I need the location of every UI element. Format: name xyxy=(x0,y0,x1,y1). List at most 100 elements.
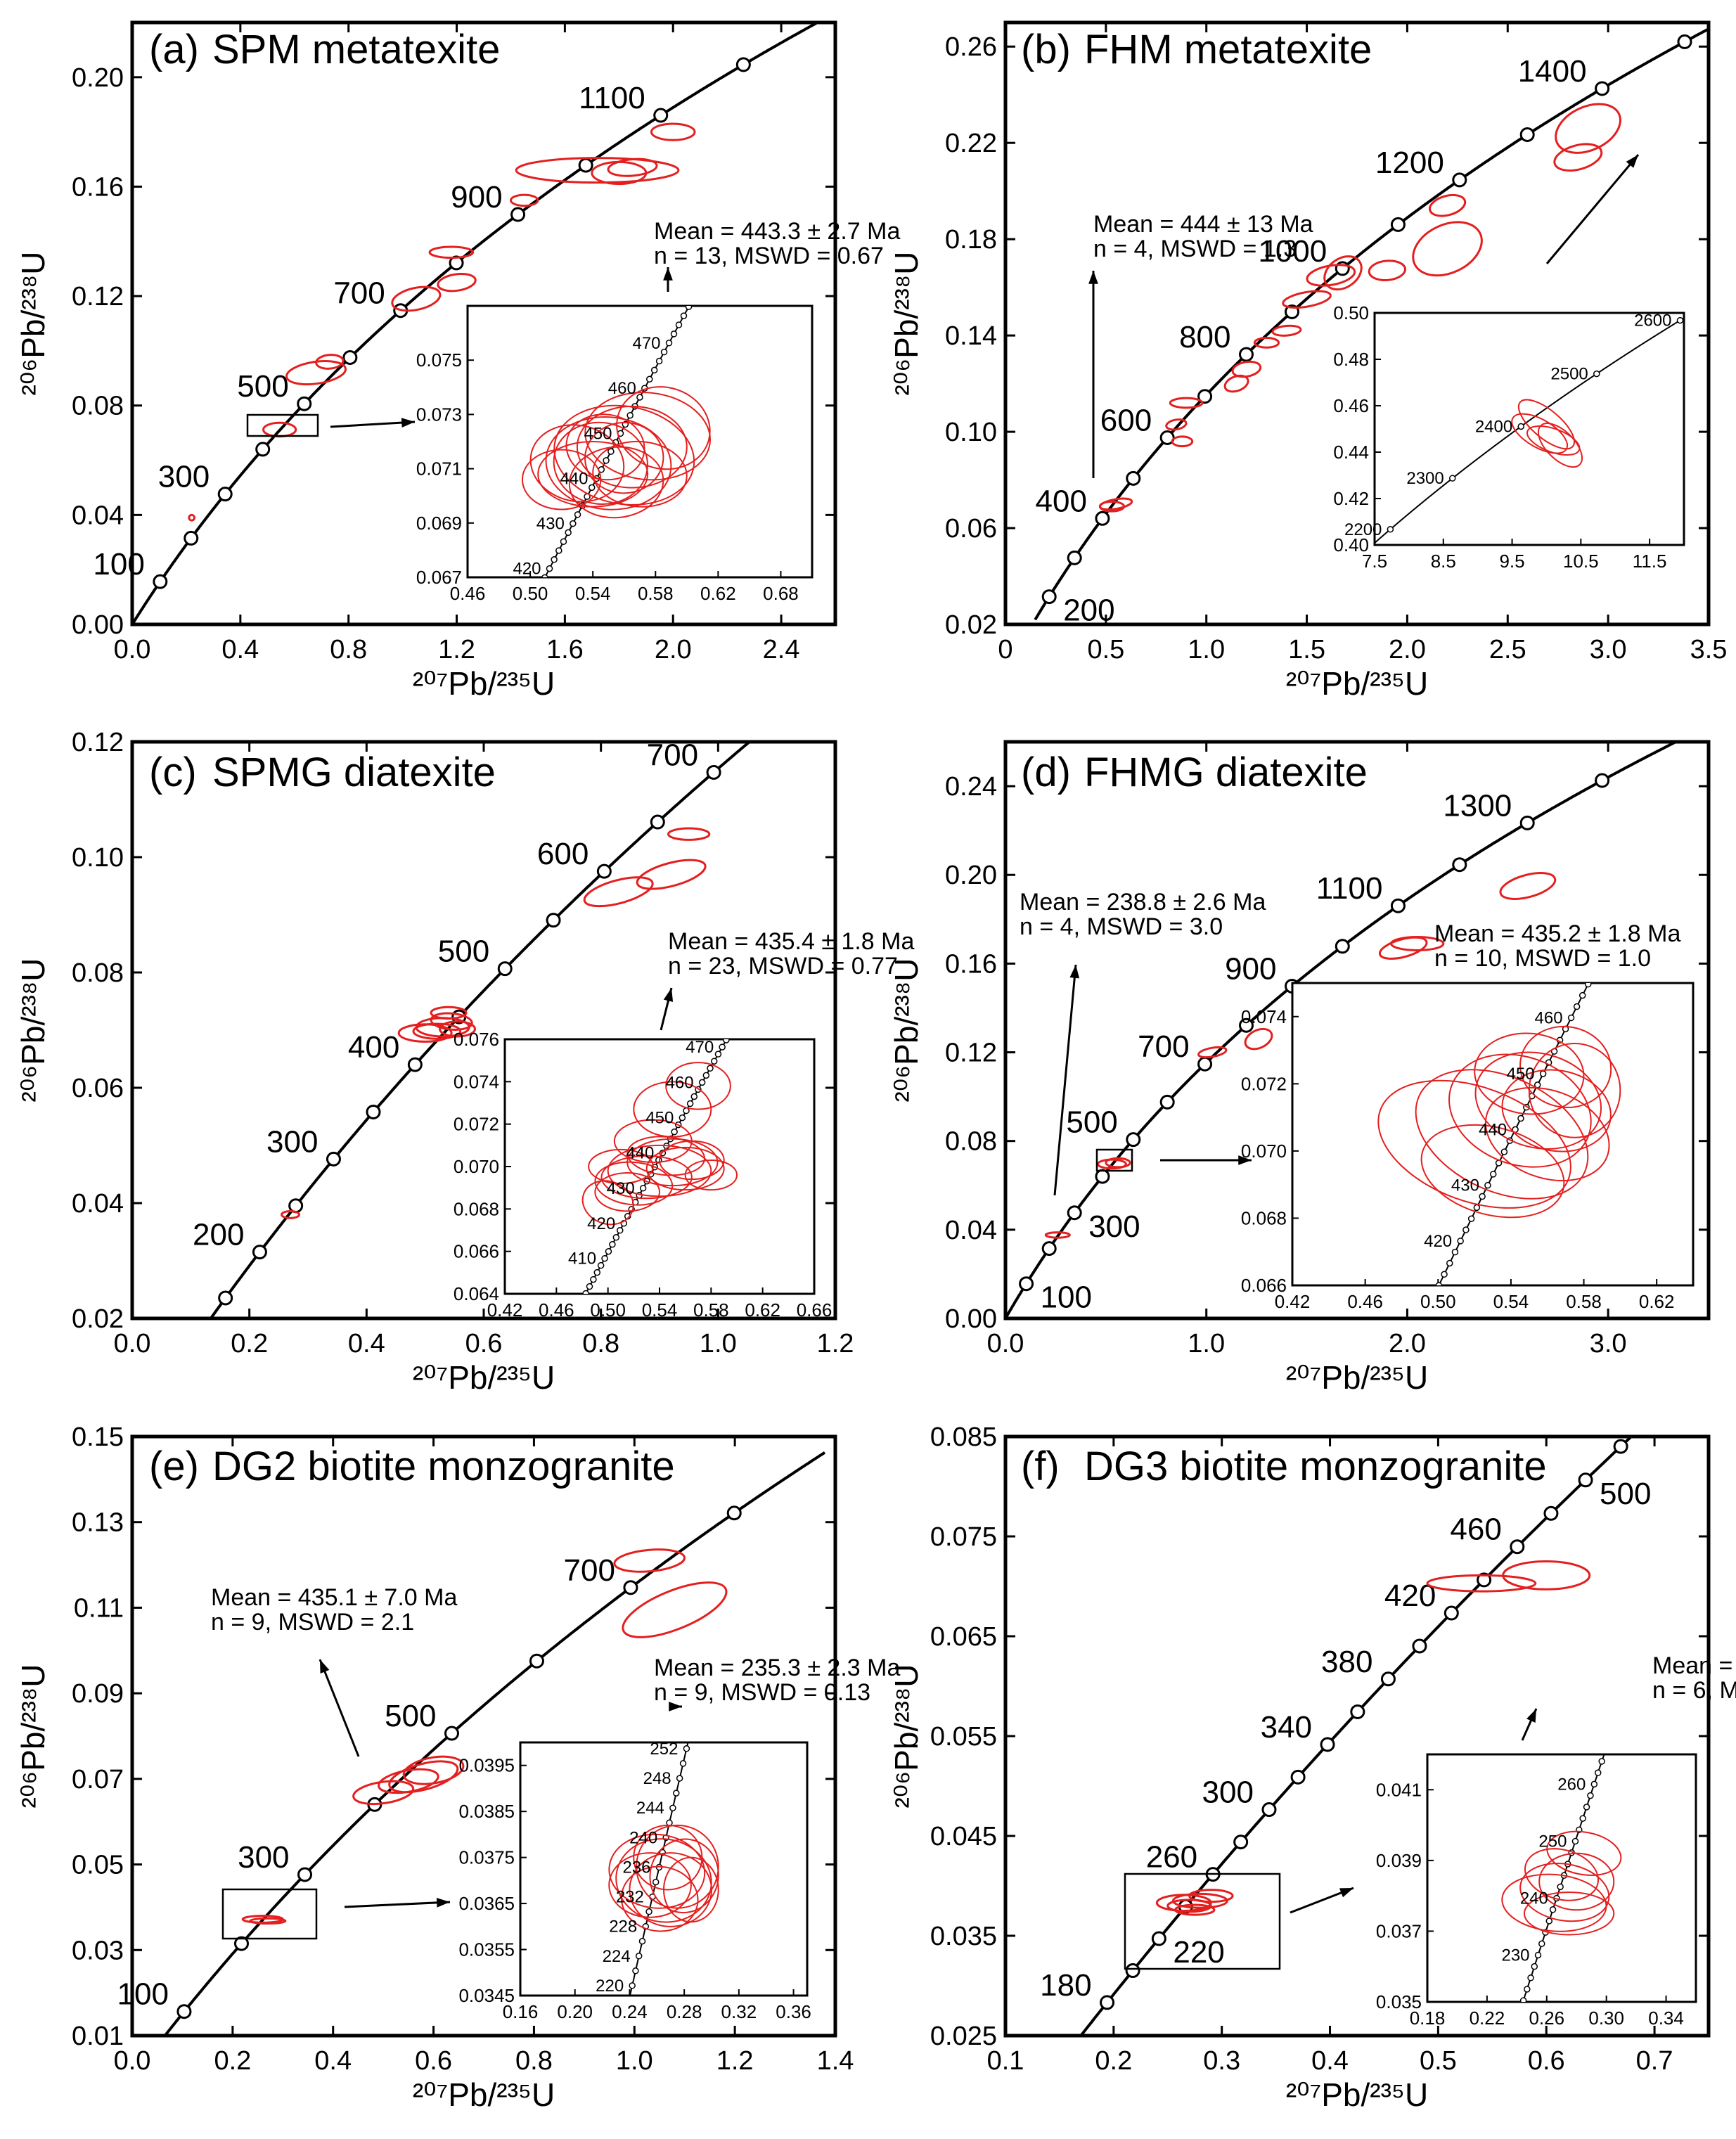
age-label: 800 xyxy=(1179,320,1230,354)
age-label: 900 xyxy=(451,180,502,214)
error-ellipse xyxy=(1271,324,1302,337)
x-tick-label: 0.0 xyxy=(114,2046,151,2076)
error-ellipse xyxy=(1555,103,1621,154)
zoom-box xyxy=(1124,1873,1281,1970)
age-marker xyxy=(1412,1638,1427,1654)
x-tick-label: 0.4 xyxy=(348,1329,385,1358)
x-tick-label: 1.2 xyxy=(817,1329,854,1358)
inset-age-marker xyxy=(617,1227,624,1234)
inset-x-tick-label: 0.62 xyxy=(1639,1291,1675,1312)
inset-age-marker xyxy=(570,520,577,527)
age-marker xyxy=(828,7,841,20)
inset-age-label: 440 xyxy=(560,470,588,489)
error-ellipse xyxy=(1174,1903,1216,1916)
age-marker xyxy=(726,1505,742,1521)
y-tick-label: 0.26 xyxy=(945,32,997,62)
inset-age-marker xyxy=(1387,526,1394,533)
concordia-group xyxy=(132,7,841,624)
age-marker xyxy=(449,255,464,271)
age-marker xyxy=(1613,1439,1628,1454)
age-marker xyxy=(218,1290,233,1306)
y-axis-label: ²⁰⁶Pb/²³⁸U xyxy=(15,251,51,395)
inset-error-ellipse xyxy=(613,1119,693,1163)
age-marker xyxy=(1519,815,1535,830)
inset-age-label: 430 xyxy=(1451,1176,1479,1195)
inset-x-tick-label: 0.18 xyxy=(1410,2008,1446,2029)
concordia-curve xyxy=(1005,742,1679,1318)
inset-error-ellipse xyxy=(608,1833,706,1909)
inset-error-ellipse xyxy=(1517,399,1575,450)
annotation-arrow-head xyxy=(320,1659,330,1674)
age-marker xyxy=(444,1726,459,1741)
inset-age-marker xyxy=(1607,1735,1612,1741)
ellipse-group xyxy=(1155,1560,1591,1916)
x-tick-label: 3.0 xyxy=(1590,635,1627,664)
age-marker xyxy=(176,2004,192,2019)
inset-age-marker xyxy=(676,1775,683,1782)
inset-age-marker xyxy=(1484,1181,1491,1189)
age-marker xyxy=(1390,898,1406,913)
plot-frame xyxy=(1003,740,1711,1321)
inset-age-marker xyxy=(1517,423,1524,430)
inset-age-marker xyxy=(639,1185,647,1192)
x-tick-label: 1.2 xyxy=(716,2046,754,2076)
inset-y-tick-label: 0.068 xyxy=(1241,1207,1287,1228)
age-marker xyxy=(1095,510,1110,526)
x-tick-label: 0.8 xyxy=(330,635,367,664)
error-ellipse xyxy=(636,859,707,890)
inset-concordia-group xyxy=(608,1731,719,1996)
inset-age-marker xyxy=(665,340,673,347)
panel-letter: (e) xyxy=(149,1444,199,1489)
error-ellipse xyxy=(1044,1231,1071,1239)
age-label: 900 xyxy=(1225,951,1276,986)
x-tick-label: 0 xyxy=(998,635,1012,664)
inset-age-marker xyxy=(1538,1940,1545,1948)
inset-error-ellipse xyxy=(633,1824,703,1891)
age-marker xyxy=(1452,857,1467,873)
inset-y-tick-label: 0.0395 xyxy=(458,1755,515,1776)
inset-age-marker xyxy=(1603,1747,1609,1753)
inset-age-marker xyxy=(679,1114,686,1122)
age-marker xyxy=(342,349,358,365)
inset-age-marker xyxy=(1598,1758,1605,1765)
inset-age-marker xyxy=(740,1009,745,1015)
error-ellipse xyxy=(1223,374,1249,393)
y-tick-label: 0.12 xyxy=(72,728,124,757)
age-marker xyxy=(1159,1094,1175,1110)
inset-age-marker xyxy=(1451,1248,1459,1256)
y-tick-label: 0.08 xyxy=(72,958,124,988)
age-marker xyxy=(1100,1995,1115,2010)
error-ellipse xyxy=(1231,360,1262,378)
inset-x-tick-label: 0.26 xyxy=(1529,2008,1564,2029)
x-tick-label: 0.4 xyxy=(1311,2046,1349,2076)
age-label: 500 xyxy=(385,1699,436,1733)
inset-age-marker xyxy=(679,1760,687,1767)
annotation-arrow-head xyxy=(663,267,673,281)
zoom-arrow xyxy=(330,420,416,428)
inset-y-tick-label: 0.0375 xyxy=(458,1847,515,1868)
y-tick-label: 0.10 xyxy=(945,418,997,447)
inset-age-marker xyxy=(1557,1883,1564,1891)
error-ellipse xyxy=(591,160,648,186)
age-label: 1300 xyxy=(1443,788,1512,823)
inset-age-marker xyxy=(632,1967,639,1974)
inset-error-ellipse xyxy=(608,1852,692,1918)
mean-age-annotation: Mean = 435.4 ± 1.8 Ma xyxy=(668,928,914,955)
x-tick-label: 0.7 xyxy=(1636,2046,1673,2076)
age-label: 500 xyxy=(1066,1105,1117,1140)
inset-x-tick-label: 8.5 xyxy=(1431,551,1456,572)
inset-age-marker xyxy=(687,1731,693,1737)
inset-age-label: 2400 xyxy=(1475,417,1512,436)
inset-x-tick-label: 0.50 xyxy=(590,1299,626,1321)
inset-age-marker xyxy=(691,295,697,300)
age-marker xyxy=(1125,1963,1140,1979)
inset-age-label: 240 xyxy=(629,1828,657,1847)
y-tick-label: 0.12 xyxy=(72,282,124,311)
y-tick-label: 0.01 xyxy=(72,2022,124,2051)
inset-x-tick-label: 0.46 xyxy=(1347,1291,1383,1312)
inset-error-ellipse xyxy=(1524,1848,1600,1901)
age-marker xyxy=(1041,1241,1057,1257)
y-tick-label: 0.16 xyxy=(72,172,124,202)
inset-y-tick-label: 0.44 xyxy=(1333,442,1369,463)
age-marker xyxy=(1238,1017,1254,1033)
